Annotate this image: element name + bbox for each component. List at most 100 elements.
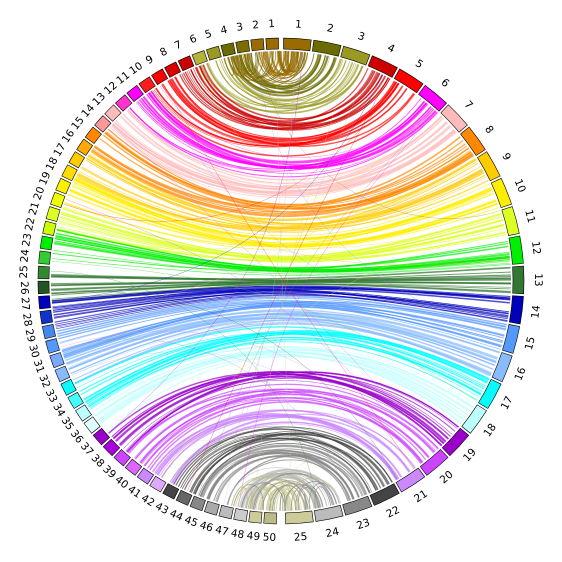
link-top-bundle bbox=[263, 51, 280, 72]
link-19 bbox=[126, 373, 456, 453]
ideogram-left-5 bbox=[205, 45, 222, 61]
link-18 bbox=[105, 356, 468, 431]
label-left-31: 31 bbox=[31, 358, 47, 375]
link-cross bbox=[169, 435, 360, 498]
label-right-20: 20 bbox=[438, 469, 456, 487]
ideogram-left-23 bbox=[39, 235, 54, 251]
label-left-26: 26 bbox=[18, 281, 30, 295]
link-cross bbox=[74, 318, 498, 384]
link-17 bbox=[84, 331, 488, 401]
link-15 bbox=[57, 301, 503, 344]
label-left-43: 43 bbox=[153, 500, 170, 517]
ideogram-left-10 bbox=[138, 76, 156, 94]
ideogram-left-48 bbox=[233, 508, 249, 522]
ideogram-left-20 bbox=[50, 191, 66, 208]
ideogram-left-47 bbox=[218, 504, 234, 520]
link-14 bbox=[51, 285, 511, 304]
link-12 bbox=[52, 258, 511, 276]
link-cross bbox=[163, 229, 506, 479]
ideogram-right-9 bbox=[477, 151, 501, 182]
link-14 bbox=[52, 289, 509, 313]
label-right-22: 22 bbox=[384, 504, 401, 521]
link-16 bbox=[67, 317, 494, 370]
label-left-32: 32 bbox=[36, 373, 52, 390]
link-top-bundle bbox=[235, 52, 306, 86]
ideogram-right-6 bbox=[418, 84, 447, 112]
ideogram-left-11 bbox=[126, 84, 144, 103]
link-3 bbox=[200, 62, 354, 113]
link-17 bbox=[79, 332, 482, 396]
link-7 bbox=[107, 121, 448, 194]
link-cross bbox=[56, 149, 471, 250]
label-right-1: 1 bbox=[295, 18, 302, 30]
link-8 bbox=[91, 149, 473, 216]
ideogram-left-40 bbox=[124, 458, 143, 476]
link-top-bundle bbox=[250, 52, 308, 83]
label-right-3: 3 bbox=[356, 30, 366, 43]
link-11 bbox=[57, 224, 505, 262]
link-2 bbox=[232, 55, 329, 94]
link-top-bundle bbox=[230, 55, 240, 75]
link-bottom-bundle bbox=[231, 476, 300, 511]
ideogram-left-29 bbox=[41, 324, 57, 340]
ideogram-left-50 bbox=[263, 512, 277, 525]
link-cross bbox=[275, 51, 294, 511]
link-20 bbox=[141, 397, 423, 465]
link-cross bbox=[127, 109, 453, 186]
link-4 bbox=[181, 71, 378, 129]
ideogram-left-3 bbox=[235, 39, 251, 54]
ideogram-left-7 bbox=[177, 55, 195, 72]
link-9 bbox=[77, 172, 485, 232]
link-cross bbox=[55, 288, 511, 328]
label-left-47: 47 bbox=[214, 524, 230, 539]
link-cross bbox=[64, 80, 395, 222]
link-cross bbox=[197, 66, 501, 223]
link-8 bbox=[108, 128, 473, 208]
link-18 bbox=[96, 347, 476, 420]
label-right-4: 4 bbox=[385, 42, 396, 56]
ideogram-left-42 bbox=[149, 475, 167, 493]
link-cross bbox=[53, 120, 447, 319]
link-2 bbox=[247, 53, 335, 92]
label-left-25: 25 bbox=[18, 265, 30, 279]
link-bottom-bundle bbox=[309, 482, 340, 510]
link-top-bundle bbox=[227, 53, 248, 77]
label-left-45: 45 bbox=[183, 514, 200, 530]
link-15 bbox=[56, 296, 507, 333]
label-right-6: 6 bbox=[439, 76, 452, 90]
link-20 bbox=[147, 397, 430, 469]
link-9 bbox=[81, 166, 484, 229]
link-bottom-bundle bbox=[285, 477, 341, 511]
link-cross bbox=[65, 199, 426, 461]
link-cross bbox=[223, 51, 297, 504]
label-right-11: 11 bbox=[522, 208, 537, 224]
ideogram-right-25 bbox=[285, 510, 314, 525]
label-left-33: 33 bbox=[43, 387, 60, 404]
link-cross bbox=[51, 261, 478, 402]
ideogram-left-9 bbox=[151, 68, 169, 86]
link-18 bbox=[97, 352, 469, 422]
link-6 bbox=[143, 96, 435, 170]
link-22 bbox=[177, 426, 393, 487]
ideogram-left-13 bbox=[104, 104, 122, 122]
link-20 bbox=[128, 383, 439, 454]
link-20 bbox=[144, 399, 422, 467]
link-bottom-bundle bbox=[235, 472, 317, 509]
label-left-10: 10 bbox=[127, 60, 145, 77]
label-right-15: 15 bbox=[523, 335, 538, 351]
ideogram-right-3 bbox=[340, 45, 371, 66]
label-left-21: 21 bbox=[27, 201, 42, 217]
ideogram-left-34 bbox=[67, 391, 84, 409]
link-24 bbox=[239, 468, 334, 508]
link-bottom-bundle bbox=[245, 486, 275, 511]
ideogram-right-2 bbox=[311, 39, 342, 57]
ideogram-left-44 bbox=[175, 489, 193, 506]
link-21 bbox=[151, 413, 398, 480]
ideogram-left-35 bbox=[75, 404, 92, 422]
ideogram-left-18 bbox=[61, 164, 78, 182]
link-top-bundle bbox=[243, 52, 253, 73]
ideogram-left-19 bbox=[55, 177, 72, 195]
label-left-8: 8 bbox=[158, 45, 169, 59]
link-top-bundle bbox=[234, 51, 297, 85]
ideogram-right-10 bbox=[490, 177, 512, 208]
